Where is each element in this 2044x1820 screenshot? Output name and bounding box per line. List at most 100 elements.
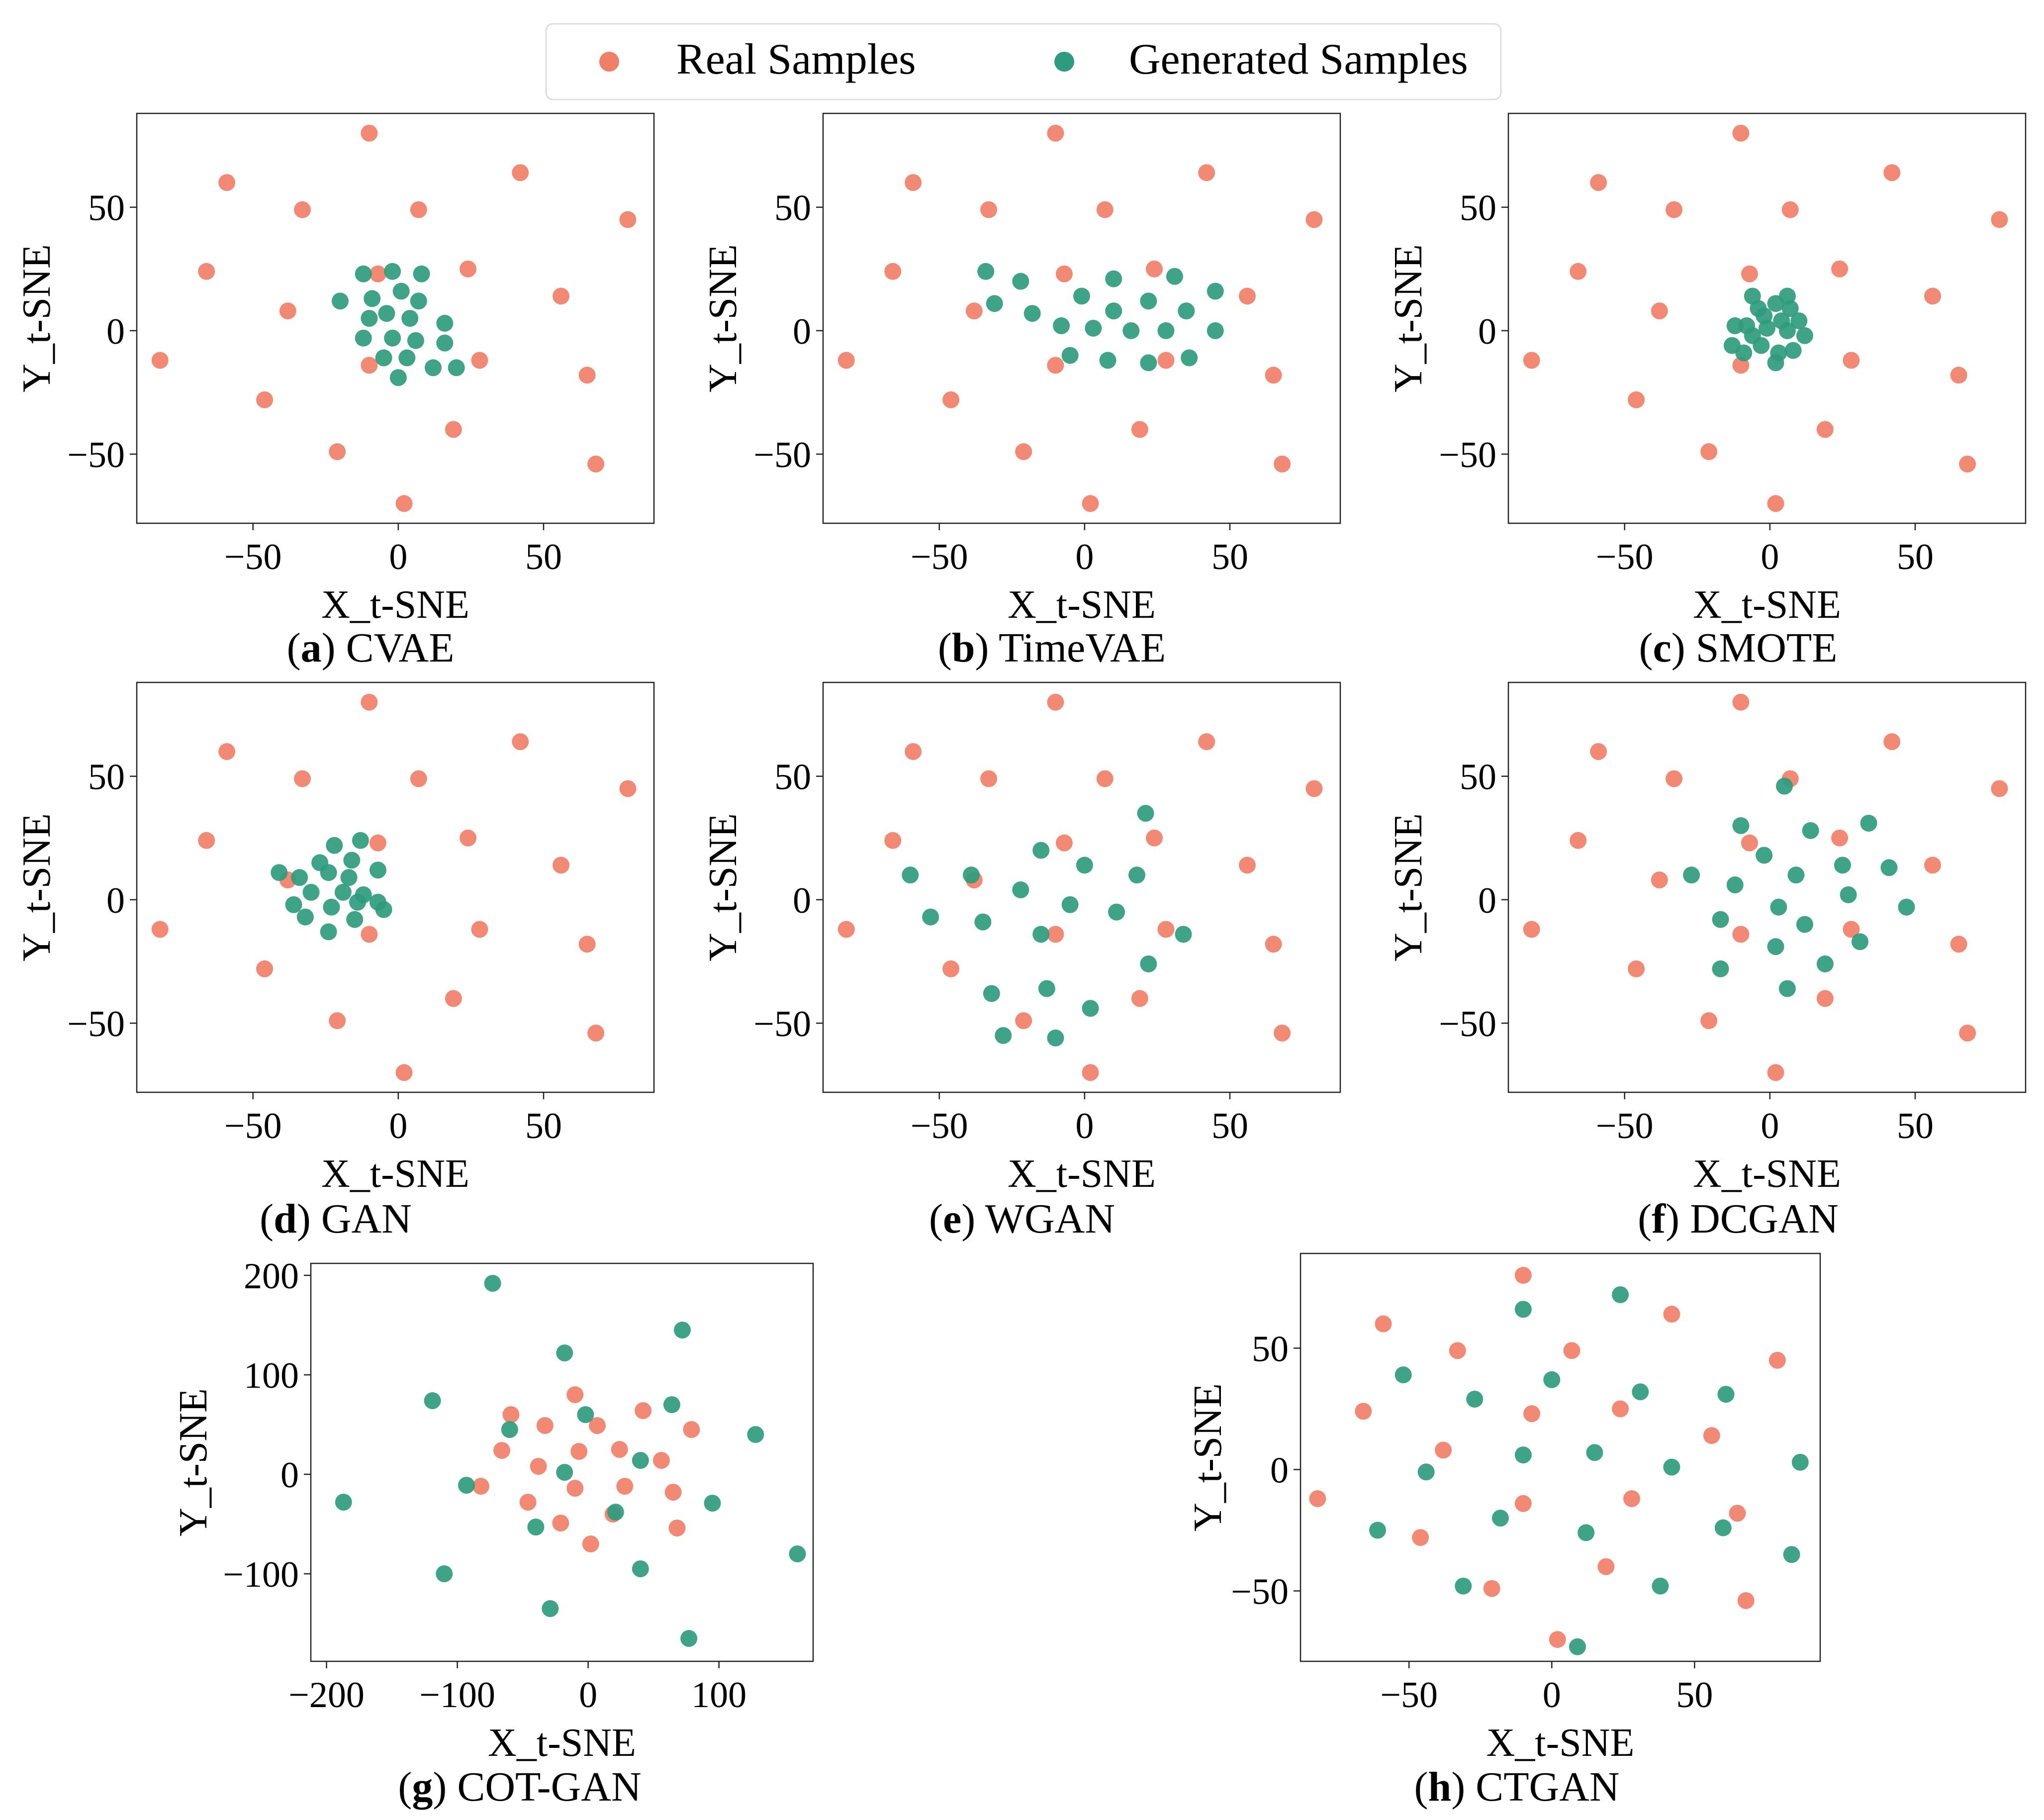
generated-sample-point — [331, 292, 349, 310]
real-sample-point — [410, 770, 427, 787]
generated-sample-point — [291, 869, 308, 886]
generated-sample-point — [326, 837, 343, 854]
real-sample-point — [1590, 743, 1607, 760]
generated-sample-point — [1369, 1522, 1387, 1539]
panel-caption: (c) SMOTE — [1639, 625, 1838, 671]
real-sample-point — [294, 770, 311, 787]
y-tick-label: 0 — [1270, 1450, 1289, 1491]
real-sample-point — [652, 1452, 670, 1469]
generated-sample-point — [323, 898, 340, 916]
real-sample-point — [1628, 960, 1645, 977]
real-sample-point — [471, 921, 488, 938]
panel-f: −50 0 50 −50 0 50 X_t-SNE Y_t-SNE (f) DCGAN — [1387, 681, 2027, 1242]
caption-close-paren: ) — [297, 1196, 321, 1242]
real-sample-point — [1663, 1306, 1680, 1323]
real-sample-point — [905, 174, 922, 191]
generated-sample-point — [1032, 926, 1050, 943]
real-sample-point — [1651, 871, 1668, 889]
generated-sample-point — [1712, 911, 1729, 928]
real-sample-point — [1732, 926, 1750, 943]
generated-sample-point — [902, 866, 919, 884]
generated-sample-point — [1898, 898, 1915, 916]
legend: Real Samples Generated Samples — [545, 23, 1502, 100]
generated-sample-point — [352, 832, 369, 849]
real-sample-point — [1843, 921, 1860, 938]
generated-sample-point — [413, 265, 430, 283]
x-tick-label: −50 — [224, 537, 282, 577]
plot-frame — [1300, 1252, 1821, 1662]
generated-sample-point — [392, 283, 410, 300]
x-tick-label: 0 — [1761, 1106, 1779, 1147]
real-sample-point — [1055, 834, 1073, 852]
real-sample-point — [1831, 260, 1849, 278]
generated-sample-point — [340, 869, 358, 886]
generated-sample-point — [1023, 305, 1041, 322]
generated-sample-point — [1137, 805, 1154, 822]
caption-method: COT-GAN — [457, 1764, 641, 1810]
real-sample-point — [218, 743, 236, 760]
real-sample-point — [1239, 857, 1256, 874]
generated-sample-point — [1105, 302, 1122, 320]
y-tick-label: −100 — [223, 1554, 299, 1595]
caption-open-paren: ( — [398, 1764, 412, 1810]
generated-sample-point — [1767, 938, 1784, 956]
generated-sample-point — [436, 1565, 453, 1582]
generated-sample-point — [1578, 1524, 1595, 1541]
real-sample-point — [611, 1441, 628, 1458]
x-tick-label: 50 — [1211, 537, 1248, 577]
x-tick-label: −50 — [1380, 1675, 1438, 1716]
real-sample-point — [151, 921, 169, 938]
real-sample-point — [553, 287, 570, 305]
real-sample-point — [512, 164, 529, 182]
panel-c: −50 0 50 −50 0 50 X_t-SNE Y_t-SNE (c) SMOTE — [1387, 112, 2027, 671]
real-sample-point — [1265, 936, 1282, 953]
real-sample-point — [1732, 124, 1750, 142]
caption-open-paren: ( — [1639, 625, 1653, 671]
real-sample-point — [1523, 921, 1540, 938]
y-axis-label: Y_t-SNE — [1186, 1383, 1230, 1532]
y-tick-label: −50 — [753, 1004, 811, 1045]
generated-sample-point — [448, 359, 465, 377]
y-tick-label: −50 — [1231, 1571, 1289, 1612]
generated-sample-point — [1455, 1577, 1472, 1595]
generated-sample-point — [1105, 270, 1122, 287]
generated-sample-point — [962, 866, 980, 884]
generated-sample-point — [1053, 317, 1070, 334]
y-tick-label: 50 — [88, 188, 125, 229]
y-tick-label: 0 — [280, 1455, 299, 1496]
real-sample-point — [1198, 164, 1215, 182]
real-sample-point — [1549, 1631, 1566, 1648]
generated-sample-point — [1032, 842, 1050, 859]
generated-sample-point — [407, 332, 424, 349]
generated-sample-point — [1181, 349, 1198, 367]
real-sample-point — [884, 832, 902, 849]
real-sample-point — [1623, 1490, 1641, 1507]
generated-sample-point — [1140, 354, 1157, 372]
real-sample-point — [460, 260, 477, 278]
caption-close-paren: ) — [322, 625, 346, 671]
panel-h: −50 0 50 −50 0 50 X_t-SNE Y_t-SNE (h) CTGAN — [1186, 1252, 1821, 1810]
panel-caption: (a) CVAE — [287, 625, 455, 671]
generated-sample-point — [1073, 287, 1090, 305]
y-tick-label: 50 — [1460, 757, 1496, 798]
generated-sample-point — [1784, 342, 1802, 359]
real-sample-point — [1096, 201, 1114, 218]
generated-sample-point — [556, 1464, 573, 1481]
plot-frame — [1507, 681, 2027, 1093]
generated-sample-point — [302, 883, 320, 901]
generated-sample-point — [458, 1477, 475, 1494]
generated-sample-point — [378, 305, 395, 322]
real-sample-point — [1131, 990, 1148, 1007]
x-tick-label: 50 — [1897, 1106, 1934, 1147]
real-sample-point — [1412, 1529, 1429, 1546]
real-sample-point — [570, 1443, 588, 1460]
generated-sample-point — [1735, 344, 1753, 362]
generated-sample-point — [1128, 866, 1146, 884]
caption-letter: g — [412, 1764, 433, 1810]
x-tick-label: 50 — [1211, 1106, 1248, 1147]
x-tick-label: 50 — [525, 537, 562, 577]
real-sample-point — [1651, 302, 1668, 320]
y-tick-label: 0 — [106, 311, 125, 352]
real-sample-point — [1198, 733, 1215, 751]
